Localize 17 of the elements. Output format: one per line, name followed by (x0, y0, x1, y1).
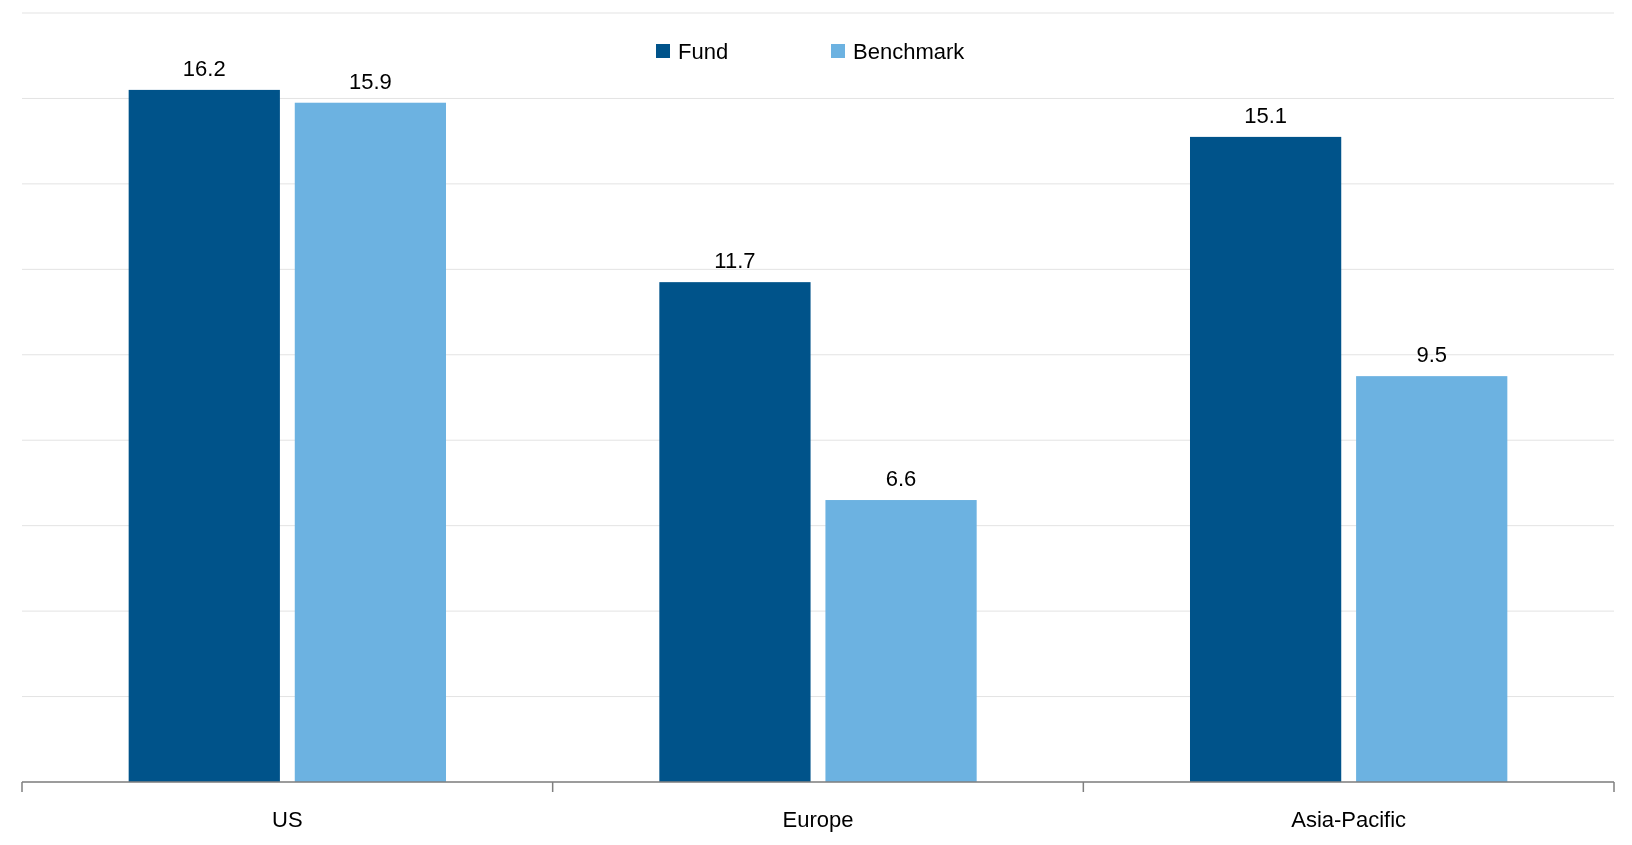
bar (294, 102, 446, 782)
x-tick-label: Asia-Pacific (1291, 807, 1407, 832)
bar (659, 282, 811, 782)
bar (1356, 376, 1508, 782)
bar (825, 500, 977, 782)
data-label: 16.2 (182, 55, 226, 81)
data-label: 15.9 (348, 68, 392, 94)
legend-label: Benchmark (853, 39, 966, 64)
bar (128, 89, 280, 782)
x-tick-label: Europe (782, 807, 854, 832)
bar (1190, 136, 1342, 782)
data-label: 15.1 (1244, 102, 1288, 128)
x-tick-label: US (272, 807, 303, 832)
legend-label: Fund (678, 39, 729, 64)
data-label: 9.5 (1416, 342, 1448, 368)
data-label: 11.7 (714, 248, 756, 274)
data-label: 6.6 (885, 466, 917, 492)
